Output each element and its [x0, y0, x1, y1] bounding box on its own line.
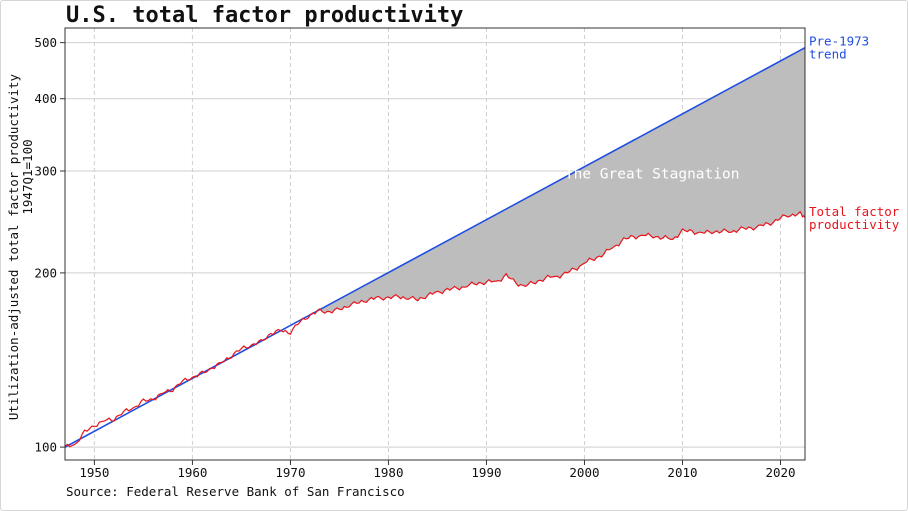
chart-title: U.S. total factor productivity: [66, 3, 464, 28]
x-tick-label-1950: 1950: [79, 465, 109, 480]
legend-label-tfp-line1: Total factor: [809, 204, 900, 219]
series-line-total-factor-productivity: [64, 210, 806, 448]
x-tick-label-2000: 2000: [569, 465, 599, 480]
y-tick-label-300: 300: [34, 164, 57, 179]
x-tick-label-2020: 2020: [765, 465, 795, 480]
plot-area-border: [64, 27, 806, 461]
source-note: Source: Federal Reserve Bank of San Fran…: [66, 484, 405, 499]
y-axis: 100 200 300 400 500: [34, 35, 65, 455]
x-axis: 1950 1960 1970 1980 1990 2000 2010 2020: [79, 460, 796, 480]
x-tick-label-2010: 2010: [667, 465, 697, 480]
y-tick-label-500: 500: [34, 35, 57, 50]
y-axis-label-line1: Utilization-adjusted total factor produc…: [6, 73, 21, 420]
series-line-pre-1973-trend: [64, 47, 806, 448]
y-tick-label-100: 100: [34, 440, 57, 455]
y-tick-label-400: 400: [34, 91, 57, 106]
y-axis-label-line2: 1947Q1=100: [20, 139, 35, 214]
legend-label-trend-line2: trend: [809, 47, 847, 62]
x-tick-label-1980: 1980: [373, 465, 403, 480]
y-tick-label-200: 200: [34, 265, 57, 280]
annotation-great-stagnation: The Great Stagnation: [565, 167, 740, 183]
x-tick-label-1990: 1990: [471, 465, 501, 480]
x-tick-label-1970: 1970: [275, 465, 305, 480]
grid-lines: [65, 28, 805, 460]
x-tick-label-1960: 1960: [177, 465, 207, 480]
legend-label-trend-line1: Pre-1973: [809, 34, 869, 49]
legend-label-tfp-line2: productivity: [809, 217, 900, 232]
